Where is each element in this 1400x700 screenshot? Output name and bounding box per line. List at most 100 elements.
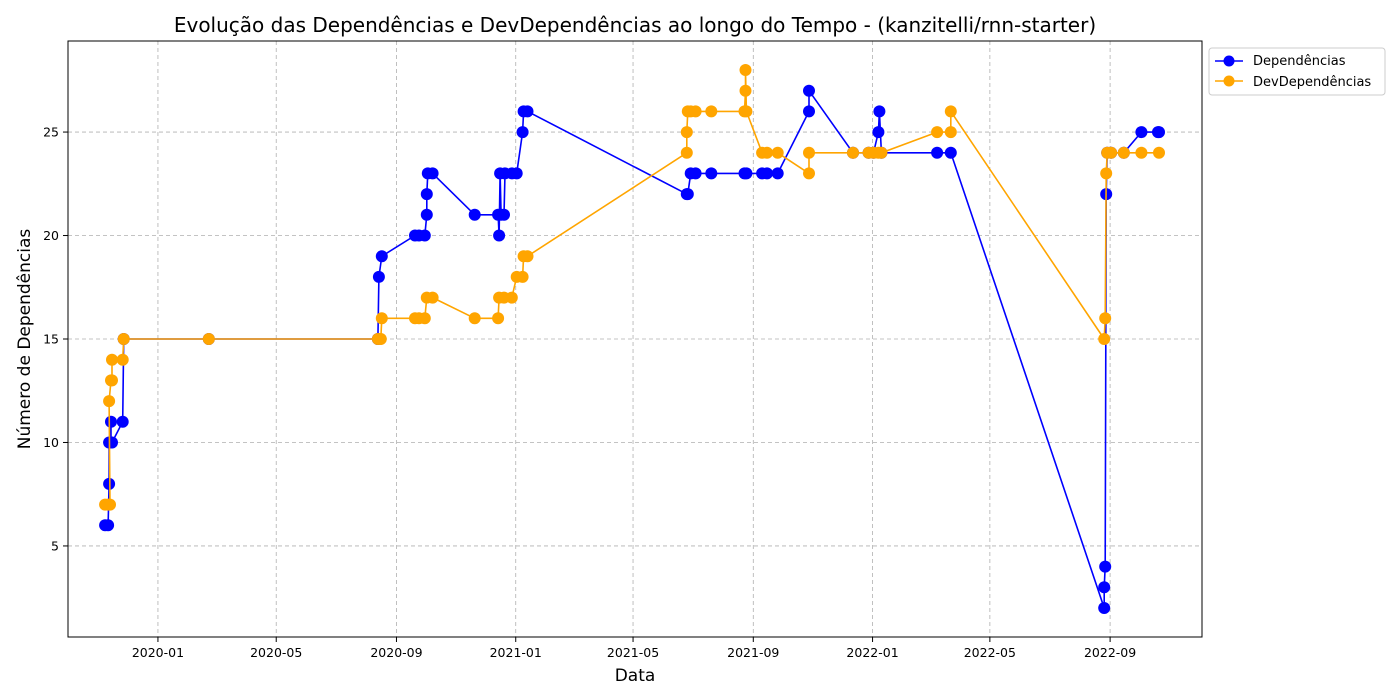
data-point [116,353,129,366]
data-point [202,333,215,345]
data-point [104,498,116,511]
data-point [375,250,388,263]
data-point [1098,333,1111,345]
x-axis: 2020-01 2020-05 2020-09 2021-01 2021-05 2021-… [132,637,1136,660]
data-point [106,353,118,366]
data-point [761,146,773,159]
x-tick-label: 2021-09 [727,645,779,660]
data-point [1135,126,1148,139]
data-point [739,84,752,97]
legend-label-devdependencias: DevDependências [1253,75,1371,90]
data-point [944,105,957,118]
data-point [847,146,859,159]
data-point [931,126,944,139]
data-point [944,146,957,159]
y-tick-label: 25 [43,125,59,140]
x-tick-label: 2022-05 [964,645,1016,660]
data-point [420,188,433,201]
data-point [873,105,886,118]
series-0 [99,84,1165,614]
x-tick-label: 2020-01 [132,645,184,660]
data-point [872,126,885,139]
data-point [680,146,693,159]
data-point [492,312,505,325]
data-point [426,291,439,304]
data-point [1153,146,1165,159]
series-layer [99,64,1165,614]
data-point [106,436,118,449]
data-point [516,270,529,283]
data-point [505,291,518,304]
data-point [1099,312,1112,325]
data-point [771,167,784,180]
data-point [689,105,702,118]
chart-title: Evolução das Dependências e DevDependênc… [174,13,1096,37]
data-point [689,167,702,180]
x-tick-label: 2022-01 [846,645,898,660]
data-point [103,395,116,408]
data-point [803,146,815,159]
series-1 [99,64,1165,511]
y-tick-label: 10 [43,435,59,450]
legend: Dependências DevDependências [1208,47,1386,96]
data-point [106,374,118,387]
data-point [1098,602,1111,614]
y-tick-label: 20 [43,228,59,243]
y-tick-label: 5 [51,538,59,553]
x-tick-label: 2021-01 [490,645,542,660]
series-line-0 [105,89,1159,609]
legend-frame [1208,47,1386,96]
data-point [493,229,506,242]
data-point [498,208,510,221]
data-point [468,208,481,221]
data-point [1135,146,1148,159]
x-tick-label: 2022-09 [1084,645,1136,660]
data-point [468,312,481,325]
data-point [102,519,115,532]
data-point [705,167,718,180]
x-tick-label: 2020-05 [250,645,302,660]
data-point [740,167,753,180]
data-point [418,312,431,325]
data-point [510,167,523,180]
data-point [931,146,944,159]
data-point [803,84,815,97]
data-point [705,105,718,118]
data-point [740,105,753,118]
data-point [420,208,433,221]
x-tick-label: 2021-05 [607,645,659,660]
data-point [418,229,431,242]
data-point [681,188,694,201]
data-point [1099,560,1112,573]
data-point [375,312,388,325]
data-point [1100,167,1113,180]
data-point [516,126,529,139]
data-point [761,167,773,180]
data-point [374,333,387,345]
legend-label-dependencias: Dependências [1253,54,1346,69]
data-point [116,415,129,428]
legend-marker-dependencias [1223,55,1235,67]
y-tick-label: 15 [43,332,59,347]
x-tick-label: 2020-09 [370,645,422,660]
data-point [944,126,957,139]
data-point [1117,146,1130,159]
x-axis-label: Data [615,666,656,686]
data-point [1105,146,1118,159]
data-point [803,167,815,180]
data-point [521,105,534,118]
series-line-1 [105,69,1159,506]
data-point [875,146,888,159]
data-point [117,333,130,345]
data-point [426,167,439,180]
data-point [803,105,815,118]
data-point [1098,581,1111,594]
data-point [771,146,784,159]
data-point [521,250,534,263]
data-point [105,415,117,428]
y-axis: 5 10 15 20 25 [43,125,68,553]
data-point [680,126,693,139]
legend-marker-devdependencias [1223,75,1235,87]
y-axis-label: Número de Dependências [15,229,35,450]
